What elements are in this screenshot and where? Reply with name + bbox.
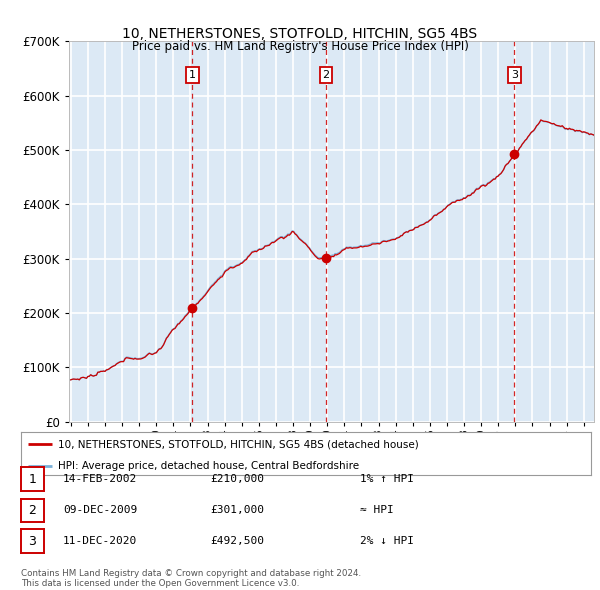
Text: 1% ↑ HPI: 1% ↑ HPI <box>360 474 414 484</box>
Text: 14-FEB-2002: 14-FEB-2002 <box>63 474 137 484</box>
Text: 10, NETHERSTONES, STOTFOLD, HITCHIN, SG5 4BS (detached house): 10, NETHERSTONES, STOTFOLD, HITCHIN, SG5… <box>58 440 419 450</box>
Text: 11-DEC-2020: 11-DEC-2020 <box>63 536 137 546</box>
Text: Contains HM Land Registry data © Crown copyright and database right 2024.
This d: Contains HM Land Registry data © Crown c… <box>21 569 361 588</box>
Text: £210,000: £210,000 <box>210 474 264 484</box>
Text: 1: 1 <box>189 70 196 80</box>
Text: 3: 3 <box>511 70 518 80</box>
Text: 10, NETHERSTONES, STOTFOLD, HITCHIN, SG5 4BS: 10, NETHERSTONES, STOTFOLD, HITCHIN, SG5… <box>122 27 478 41</box>
Text: 09-DEC-2009: 09-DEC-2009 <box>63 506 137 515</box>
Text: ≈ HPI: ≈ HPI <box>360 506 394 515</box>
Text: 2: 2 <box>28 504 37 517</box>
Text: £492,500: £492,500 <box>210 536 264 546</box>
Text: 1: 1 <box>28 473 37 486</box>
Text: HPI: Average price, detached house, Central Bedfordshire: HPI: Average price, detached house, Cent… <box>58 461 359 471</box>
Text: 3: 3 <box>28 535 37 548</box>
Text: 2: 2 <box>322 70 329 80</box>
Text: Price paid vs. HM Land Registry's House Price Index (HPI): Price paid vs. HM Land Registry's House … <box>131 40 469 53</box>
Text: £301,000: £301,000 <box>210 506 264 515</box>
Text: 2% ↓ HPI: 2% ↓ HPI <box>360 536 414 546</box>
